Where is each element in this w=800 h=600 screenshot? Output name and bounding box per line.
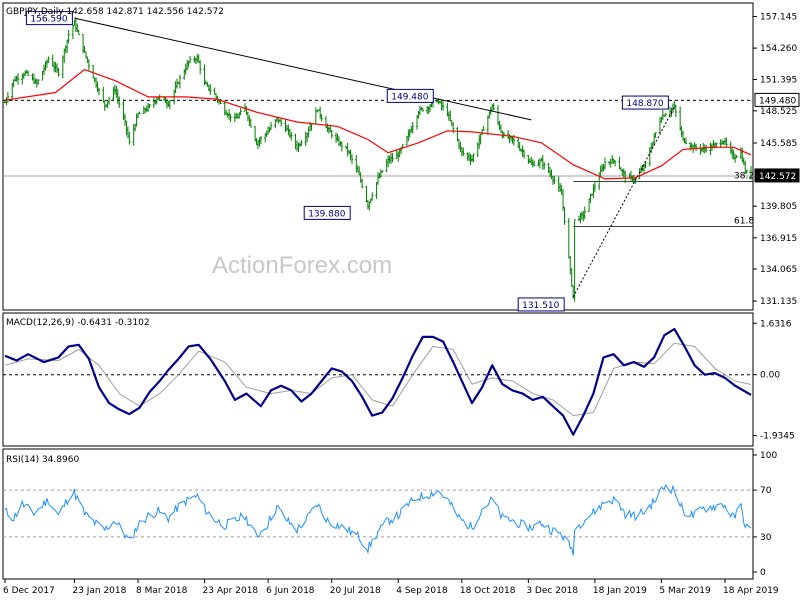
price-bars [3, 17, 753, 302]
price-annotation-box [386, 88, 434, 103]
price-y-tick-label: 157.145 [760, 13, 797, 23]
price-annotation-box [621, 95, 669, 110]
rsi-y-tick-label: 100 [760, 451, 777, 461]
watermark: ActionForex.com [212, 252, 392, 279]
x-tick-label: 6 Dec 2017 [3, 586, 55, 596]
rsi-y-tick-label: 30 [760, 533, 772, 543]
price-annotation-box [517, 297, 565, 312]
x-tick-label: 18 Jan 2019 [593, 586, 647, 596]
price-y-tick-label: 145.585 [760, 139, 797, 149]
x-tick-label: 18 Apr 2019 [723, 586, 779, 596]
price-y-tick-label: 148.525 [760, 107, 797, 117]
price-annotation-label: 148.870 [626, 99, 663, 109]
price-annotation-label: 139.880 [308, 209, 345, 219]
rsi-y-tick-label: 70 [760, 486, 772, 496]
x-tick-label: 20 Jul 2018 [330, 586, 381, 596]
rsi-y-tick-label: 0 [760, 568, 766, 578]
x-tick-label: 3 Dec 2018 [526, 586, 578, 596]
price-y-tick-label: 139.805 [760, 202, 797, 212]
x-tick-label: 8 Mar 2018 [136, 586, 188, 596]
fib-level-label: 61.8 [734, 217, 754, 227]
rsi-series-line [4, 483, 752, 556]
fib-level-label: 38.2 [734, 172, 754, 182]
x-tick-label: 23 Apr 2018 [203, 586, 259, 596]
x-tick-label: 6 Jun 2018 [266, 586, 315, 596]
rsi-panel-title: RSI(14) 34.8960 [6, 455, 79, 465]
rsi-panel-frame [2, 448, 754, 580]
macd-series-macd [4, 327, 752, 436]
price-annotation-label: 156.590 [30, 15, 67, 25]
macd-panel-frame [2, 312, 754, 447]
price-panel-frame [2, 2, 754, 311]
price-y-tick-label: 136.915 [760, 234, 797, 244]
price-panel: 157.145 154.260 151.395 148.525 145.585 139.8… [3, 11, 800, 312]
price-y-tick-label: 131.135 [760, 297, 797, 307]
macd-panel-title: MACD(12,26,9) -0.6431 -0.3102 [6, 318, 150, 328]
macd-y-tick-label: -1.9345 [760, 432, 795, 442]
x-axis: 6 Dec 2017 23 Jan 2018 8 Mar 2018 23 Apr 20… [3, 579, 779, 596]
moving-average-line [4, 68, 752, 180]
price-annotation-label: 149.480 [391, 92, 428, 102]
price-y-tick-label: 134.065 [760, 265, 797, 275]
resistance-price-box [754, 92, 800, 107]
x-tick-label: 23 Jan 2018 [72, 586, 126, 596]
macd-y-tick-label: 0.00 [760, 371, 780, 381]
price-annotation-box [25, 11, 73, 26]
rsi-panel: 100 70 30 0 [3, 451, 777, 578]
x-tick-label: 18 Oct 2018 [460, 586, 516, 596]
falling-trendline [74, 17, 532, 121]
price-y-tick-label: 154.260 [760, 44, 797, 54]
price-annotation-label: 131.510 [522, 301, 559, 311]
macd-y-tick-label: 1.6316 [760, 319, 792, 329]
x-tick-label: 4 Sep 2018 [396, 586, 448, 596]
price-y-tick-label: 151.395 [760, 75, 797, 85]
resistance-price-label: 149.480 [759, 96, 796, 106]
price-annotation-box [303, 205, 351, 220]
x-tick-label: 5 Mar 2019 [659, 586, 711, 596]
current-price-label: 142.572 [759, 172, 796, 182]
price-panel-title: GBPJPY,Daily 142.658 142.871 142.556 142… [6, 7, 224, 17]
current-price-box [754, 168, 800, 183]
macd-panel: 1.6316 0.00 -1.9345 [3, 319, 795, 442]
